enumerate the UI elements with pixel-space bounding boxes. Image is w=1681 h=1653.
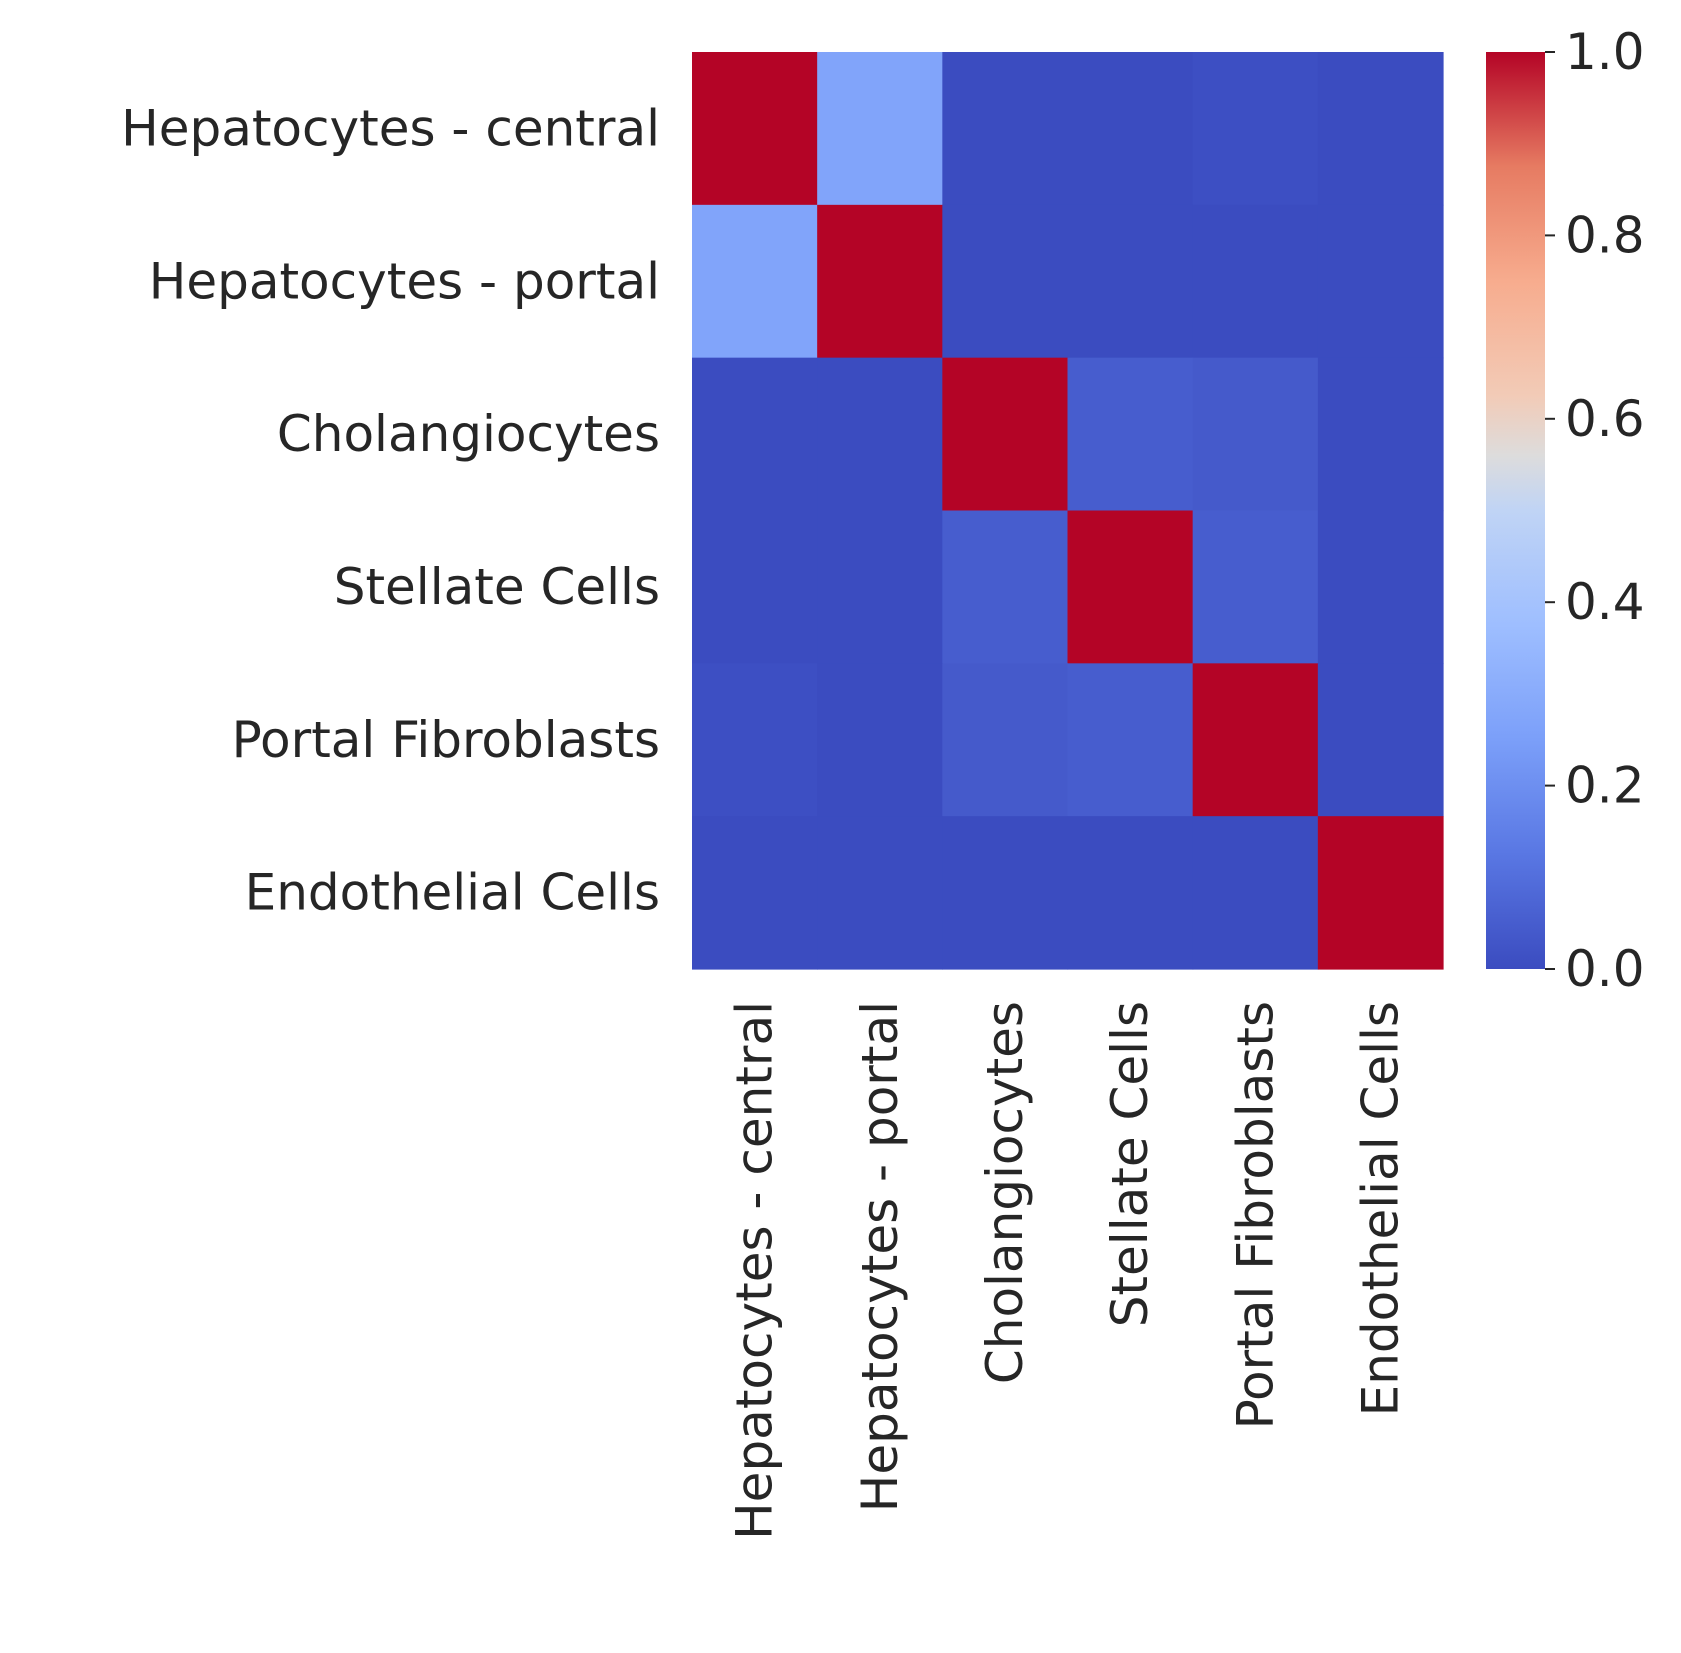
heatmap-cell <box>942 204 1069 359</box>
row-label: Stellate Cells <box>334 558 660 616</box>
colorbar-tick-label: 0.0 <box>1565 940 1645 998</box>
heatmap-cell <box>692 204 818 359</box>
heatmap-cell <box>1067 52 1194 206</box>
heatmap-cell <box>692 510 818 664</box>
heatmap-cell <box>942 816 1069 970</box>
heatmap-cell <box>942 357 1069 512</box>
colorbar-tick-label: 0.8 <box>1565 206 1645 264</box>
heatmap-cell <box>817 204 943 359</box>
heatmap-cell <box>1192 663 1319 817</box>
colorbar-gradient <box>1486 52 1545 969</box>
column-label: Hepatocytes - central <box>726 1001 784 1540</box>
heatmap-cell <box>942 52 1069 206</box>
heatmap-cell <box>692 663 818 817</box>
heatmap-cell <box>1067 204 1194 359</box>
heatmap-cell <box>1317 357 1444 512</box>
heatmap-cell <box>692 357 818 512</box>
heatmap-cell <box>1192 204 1319 359</box>
heatmap-cell <box>1067 357 1194 512</box>
heatmap-cell <box>1317 663 1444 817</box>
heatmap-cell <box>1067 663 1194 817</box>
heatmap-cell <box>1192 816 1319 970</box>
heatmap-cell <box>1317 52 1444 206</box>
colorbar-ticks: 0.0 0.2 0.4 0.6 0.8 1.0 <box>1545 23 1645 998</box>
heatmap-cell <box>1067 816 1194 970</box>
heatmap-cell <box>817 663 943 817</box>
heatmap-cell <box>942 663 1069 817</box>
heatmap-cell <box>817 510 943 664</box>
colorbar: 0.0 0.2 0.4 0.6 0.8 1.0 <box>1486 23 1645 998</box>
row-label: Hepatocytes - portal <box>149 252 660 310</box>
colorbar-tick-label: 1.0 <box>1565 23 1645 81</box>
column-label: Stellate Cells <box>1101 1001 1159 1327</box>
row-label: Hepatocytes - central <box>121 99 660 157</box>
row-labels: Hepatocytes - central Hepatocytes - porta… <box>121 99 660 921</box>
heatmap-cell <box>817 357 943 512</box>
heatmap-cell <box>1317 204 1444 359</box>
colorbar-tick-label: 0.4 <box>1565 573 1645 631</box>
colorbar-tick-label: 0.2 <box>1565 757 1645 815</box>
column-label: Cholangiocytes <box>976 1001 1034 1384</box>
heatmap-cell <box>1192 510 1319 664</box>
colorbar-tick-label: 0.6 <box>1565 390 1645 448</box>
row-label: Endothelial Cells <box>245 864 660 922</box>
heatmap-cells <box>692 52 1444 970</box>
column-labels: Hepatocytes - central Hepatocytes - porta… <box>726 1001 1410 1540</box>
heatmap-cell <box>1192 52 1319 206</box>
heatmap-cell <box>692 816 818 970</box>
heatmap-cell <box>817 816 943 970</box>
heatmap-cell <box>692 52 818 206</box>
column-label: Hepatocytes - portal <box>851 1001 909 1512</box>
heatmap-cell <box>1317 510 1444 664</box>
heatmap-cell <box>942 510 1069 664</box>
heatmap-cell <box>1317 816 1444 970</box>
column-label: Endothelial Cells <box>1351 1001 1409 1416</box>
heatmap-cell <box>1192 357 1319 512</box>
row-label: Cholangiocytes <box>277 405 660 463</box>
heatmap-cell <box>817 52 943 206</box>
row-label: Portal Fibroblasts <box>232 711 660 769</box>
column-label: Portal Fibroblasts <box>1226 1001 1284 1429</box>
heatmap-cell <box>1067 510 1194 664</box>
